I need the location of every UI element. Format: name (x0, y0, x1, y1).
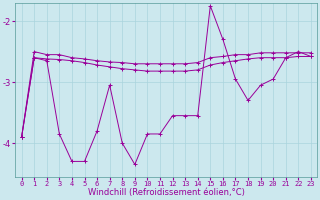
X-axis label: Windchill (Refroidissement éolien,°C): Windchill (Refroidissement éolien,°C) (88, 188, 245, 197)
